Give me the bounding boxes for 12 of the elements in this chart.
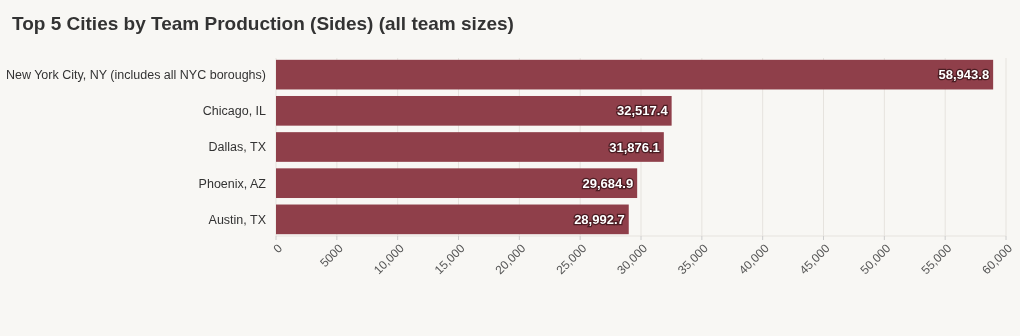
- data-label: 28,992.7: [574, 211, 625, 227]
- y-tick-label: Austin, TX: [208, 212, 267, 227]
- y-tick-label: Phoenix, AZ: [198, 176, 267, 191]
- data-label: 31,876.1: [609, 139, 660, 155]
- x-tick-label: 0: [270, 240, 286, 256]
- data-label: 32,517.4: [617, 103, 669, 119]
- y-tick-label: Dallas, TX: [208, 140, 267, 155]
- data-label: 58,943.8: [938, 67, 990, 83]
- chart-title: Top 5 Cities by Team Production (Sides) (all team sizes): [12, 13, 514, 34]
- y-tick-label: Chicago, IL: [202, 104, 267, 119]
- data-label: 29,684.9: [582, 175, 634, 191]
- y-tick-label: New York City, NY (includes all NYC boroughs): [5, 68, 266, 83]
